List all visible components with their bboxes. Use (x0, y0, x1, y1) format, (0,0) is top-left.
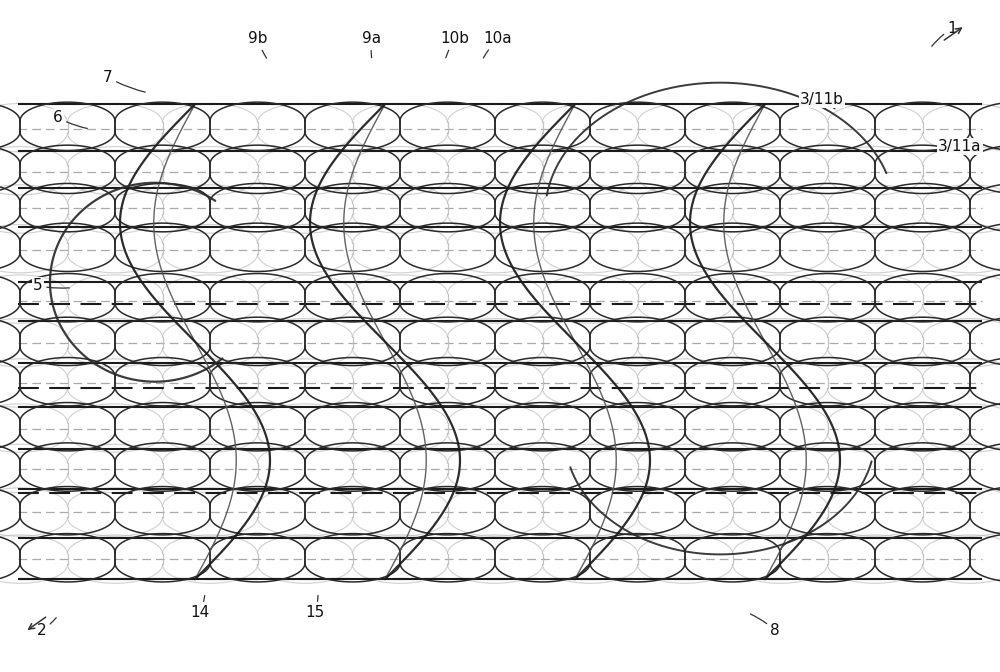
Text: 6: 6 (53, 110, 87, 128)
Text: 15: 15 (305, 595, 325, 620)
Text: 3/11b: 3/11b (800, 92, 844, 109)
Text: 5: 5 (33, 278, 69, 293)
Text: 9a: 9a (362, 32, 382, 58)
Text: 3/11a: 3/11a (938, 139, 982, 154)
Text: 14: 14 (190, 595, 210, 620)
Text: 9b: 9b (248, 32, 268, 58)
Text: 7: 7 (103, 70, 145, 92)
Text: 10a: 10a (483, 32, 512, 58)
Text: 1: 1 (932, 21, 957, 46)
Text: 8: 8 (751, 614, 780, 638)
Text: 2: 2 (37, 618, 56, 638)
Text: 10b: 10b (440, 32, 470, 58)
